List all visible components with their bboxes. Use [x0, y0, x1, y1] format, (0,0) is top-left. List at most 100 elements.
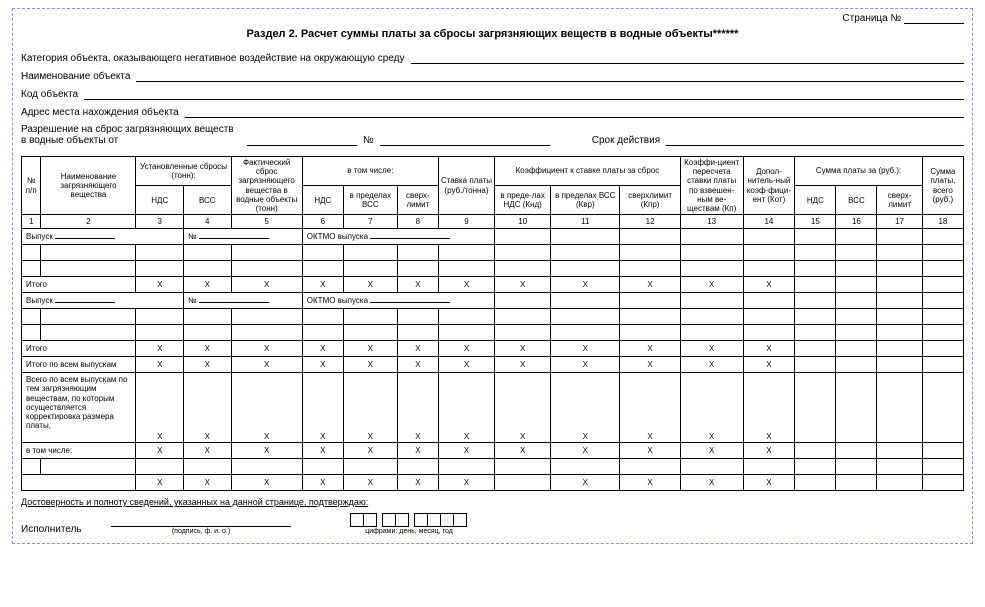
empty-cell[interactable]	[922, 325, 963, 341]
empty-cell[interactable]	[302, 309, 343, 325]
empty-cell[interactable]	[231, 309, 302, 325]
empty-cell[interactable]	[41, 309, 136, 325]
empty-cell[interactable]	[343, 245, 397, 261]
empty-cell[interactable]	[231, 245, 302, 261]
empty-cell[interactable]	[877, 245, 922, 261]
empty-cell[interactable]	[877, 261, 922, 277]
empty-cell[interactable]	[343, 261, 397, 277]
empty-cell[interactable]	[136, 325, 184, 341]
empty-cell[interactable]	[680, 309, 743, 325]
empty-cell[interactable]	[22, 261, 41, 277]
empty-cell[interactable]	[302, 245, 343, 261]
empty-cell[interactable]	[743, 245, 795, 261]
empty-cell[interactable]	[877, 325, 922, 341]
empty-cell[interactable]	[620, 325, 681, 341]
empty-cell[interactable]	[795, 245, 836, 261]
empty-cell[interactable]	[620, 309, 681, 325]
input-code[interactable]	[84, 88, 964, 100]
input-address[interactable]	[185, 106, 964, 118]
empty-cell[interactable]	[551, 261, 620, 277]
input-category[interactable]	[411, 52, 965, 64]
empty-cell[interactable]	[680, 459, 743, 475]
empty-cell[interactable]	[495, 309, 551, 325]
empty-cell[interactable]	[22, 245, 41, 261]
empty-cell[interactable]	[397, 245, 438, 261]
empty-cell[interactable]	[397, 261, 438, 277]
empty-cell[interactable]	[836, 261, 877, 277]
empty-cell[interactable]	[795, 459, 836, 475]
input-permit-date[interactable]	[247, 134, 357, 146]
empty-cell[interactable]	[620, 245, 681, 261]
empty-cell[interactable]	[41, 261, 136, 277]
empty-cell[interactable]	[184, 309, 232, 325]
empty-cell[interactable]	[795, 261, 836, 277]
empty-cell[interactable]	[397, 325, 438, 341]
empty-cell[interactable]	[22, 459, 41, 475]
empty-cell[interactable]	[620, 459, 681, 475]
empty-cell[interactable]	[184, 459, 232, 475]
empty-cell[interactable]	[620, 261, 681, 277]
input-name[interactable]	[136, 70, 964, 82]
empty-cell[interactable]	[922, 459, 963, 475]
empty-cell[interactable]	[184, 245, 232, 261]
empty-cell[interactable]	[22, 325, 41, 341]
date-boxes[interactable]	[351, 513, 467, 527]
empty-cell[interactable]	[551, 309, 620, 325]
empty-cell[interactable]	[551, 245, 620, 261]
input-signature[interactable]	[111, 515, 291, 527]
input-permit-no[interactable]	[380, 134, 550, 146]
empty-cell[interactable]	[231, 325, 302, 341]
empty-cell[interactable]	[495, 261, 551, 277]
empty-cell[interactable]	[743, 261, 795, 277]
empty-cell[interactable]	[495, 459, 551, 475]
empty-cell[interactable]	[877, 459, 922, 475]
empty-cell[interactable]	[136, 261, 184, 277]
input-permit-term[interactable]	[666, 134, 964, 146]
empty-cell[interactable]	[41, 245, 136, 261]
empty-cell[interactable]	[343, 325, 397, 341]
empty-cell[interactable]	[438, 309, 494, 325]
empty-cell[interactable]	[743, 309, 795, 325]
empty-cell[interactable]	[231, 459, 302, 475]
empty-cell[interactable]	[836, 459, 877, 475]
empty-cell[interactable]	[438, 459, 494, 475]
empty-cell[interactable]	[680, 245, 743, 261]
empty-cell[interactable]	[397, 459, 438, 475]
empty-cell[interactable]	[438, 245, 494, 261]
empty-cell[interactable]	[41, 459, 136, 475]
empty-cell[interactable]	[877, 309, 922, 325]
empty-cell[interactable]	[922, 309, 963, 325]
empty-cell[interactable]	[551, 459, 620, 475]
empty-cell[interactable]	[922, 245, 963, 261]
empty-cell[interactable]	[231, 261, 302, 277]
empty-cell[interactable]	[136, 459, 184, 475]
empty-cell[interactable]	[438, 261, 494, 277]
empty-cell[interactable]	[22, 309, 41, 325]
empty-cell[interactable]	[836, 245, 877, 261]
empty-cell[interactable]	[136, 245, 184, 261]
empty-cell[interactable]	[184, 261, 232, 277]
empty-cell[interactable]	[343, 459, 397, 475]
empty-cell[interactable]	[136, 309, 184, 325]
empty-cell[interactable]	[795, 325, 836, 341]
empty-cell[interactable]	[680, 325, 743, 341]
empty-cell[interactable]	[795, 309, 836, 325]
empty-cell[interactable]	[302, 261, 343, 277]
empty-cell[interactable]	[495, 325, 551, 341]
empty-cell[interactable]	[743, 325, 795, 341]
empty-cell[interactable]	[551, 325, 620, 341]
empty-cell[interactable]	[397, 309, 438, 325]
empty-cell[interactable]	[302, 325, 343, 341]
empty-cell[interactable]	[302, 459, 343, 475]
empty-cell[interactable]	[41, 325, 136, 341]
empty-cell[interactable]	[184, 325, 232, 341]
page-number-field[interactable]	[904, 14, 964, 24]
empty-cell[interactable]	[743, 459, 795, 475]
empty-cell[interactable]	[680, 261, 743, 277]
empty-cell[interactable]	[836, 325, 877, 341]
empty-cell[interactable]	[343, 309, 397, 325]
empty-cell[interactable]	[836, 309, 877, 325]
empty-cell[interactable]	[495, 245, 551, 261]
empty-cell[interactable]	[438, 325, 494, 341]
empty-cell[interactable]	[922, 261, 963, 277]
